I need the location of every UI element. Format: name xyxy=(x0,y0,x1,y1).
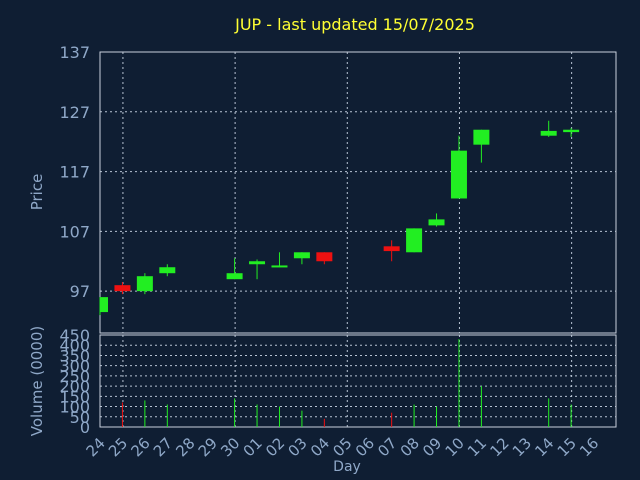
candle-15 xyxy=(563,127,580,137)
candle-body xyxy=(271,265,288,268)
candle-30 xyxy=(226,258,243,280)
volume-bar-08 xyxy=(413,404,415,427)
candle-body xyxy=(540,130,557,136)
price-tick-label: 107 xyxy=(59,222,90,241)
candle-09 xyxy=(428,213,445,227)
candle-body xyxy=(100,297,108,313)
candle-08 xyxy=(406,228,423,253)
volume-bar-07 xyxy=(391,412,393,427)
candle-body xyxy=(136,276,153,292)
volume-bars xyxy=(121,339,572,427)
price-tick-label: 137 xyxy=(59,43,90,62)
volume-bar-14 xyxy=(548,398,550,427)
candle-body xyxy=(406,228,423,253)
candle-10 xyxy=(450,135,467,199)
price-tick-label: 127 xyxy=(59,103,90,122)
volume-tick-label: 250 xyxy=(59,367,90,386)
candle-body xyxy=(383,246,400,252)
candlesticks xyxy=(99,120,580,316)
candle-24 xyxy=(99,297,108,316)
volume-plot-frame xyxy=(99,334,617,428)
candle-body xyxy=(159,267,176,274)
volume-bar-09 xyxy=(436,406,438,427)
volume-bar-27 xyxy=(166,404,168,427)
volume-tick-label: 150 xyxy=(59,387,90,406)
candle-body xyxy=(563,129,580,133)
candle-25 xyxy=(114,282,131,295)
volume-bar-15 xyxy=(570,404,572,427)
volume-tick-label: 50 xyxy=(70,408,90,427)
volume-bar-03 xyxy=(301,410,303,427)
volume-tick-label: 400 xyxy=(59,336,90,355)
volume-bar-04 xyxy=(323,418,325,427)
volume-tick-label: 350 xyxy=(59,346,90,365)
x-axis-label: Day xyxy=(333,459,361,475)
volume-bar-30 xyxy=(234,398,236,427)
price-tick-label: 117 xyxy=(59,163,90,182)
volume-bar-10 xyxy=(458,339,460,427)
volume-axis-label: Volume (0000) xyxy=(28,326,46,436)
candle-body xyxy=(450,150,467,199)
volume-bar-26 xyxy=(144,400,146,427)
volume-bar-25 xyxy=(121,402,123,427)
candle-body xyxy=(293,252,310,259)
candle-body xyxy=(316,252,333,262)
volume-tick-label: 100 xyxy=(59,398,90,417)
candle-body xyxy=(428,219,445,226)
candle-14 xyxy=(540,120,557,137)
price-panel: 97 107 117 127 137 Price xyxy=(28,43,617,334)
candle-07 xyxy=(383,240,400,262)
candle-11 xyxy=(473,129,490,163)
candle-02 xyxy=(271,252,288,268)
volume-tick-label: 0 xyxy=(80,418,90,437)
chart-title: JUP - last updated 15/07/2025 xyxy=(234,15,475,34)
candle-03 xyxy=(293,252,310,265)
candle-body xyxy=(226,273,243,280)
candle-04 xyxy=(316,252,333,265)
volume-bar-01 xyxy=(256,404,258,427)
candle-body xyxy=(473,129,490,145)
candle-body xyxy=(249,261,266,265)
candle-26 xyxy=(136,273,153,295)
price-axis-label: Price xyxy=(28,174,46,211)
price-y-tick-labels: 97 107 117 127 137 xyxy=(59,43,90,301)
price-tick-label: 97 xyxy=(70,282,90,301)
volume-bar-02 xyxy=(278,406,280,427)
price-plot-frame xyxy=(99,51,617,334)
volume-tick-label: 200 xyxy=(59,377,90,396)
volume-tick-label: 450 xyxy=(59,326,90,345)
volume-tick-label: 300 xyxy=(59,357,90,376)
candle-01 xyxy=(249,259,266,280)
candle-body xyxy=(114,285,131,292)
volume-bar-11 xyxy=(480,386,482,427)
candle-27 xyxy=(159,264,176,277)
x-tick-labels: 2425262728293001020304050607080910111213… xyxy=(83,434,603,460)
